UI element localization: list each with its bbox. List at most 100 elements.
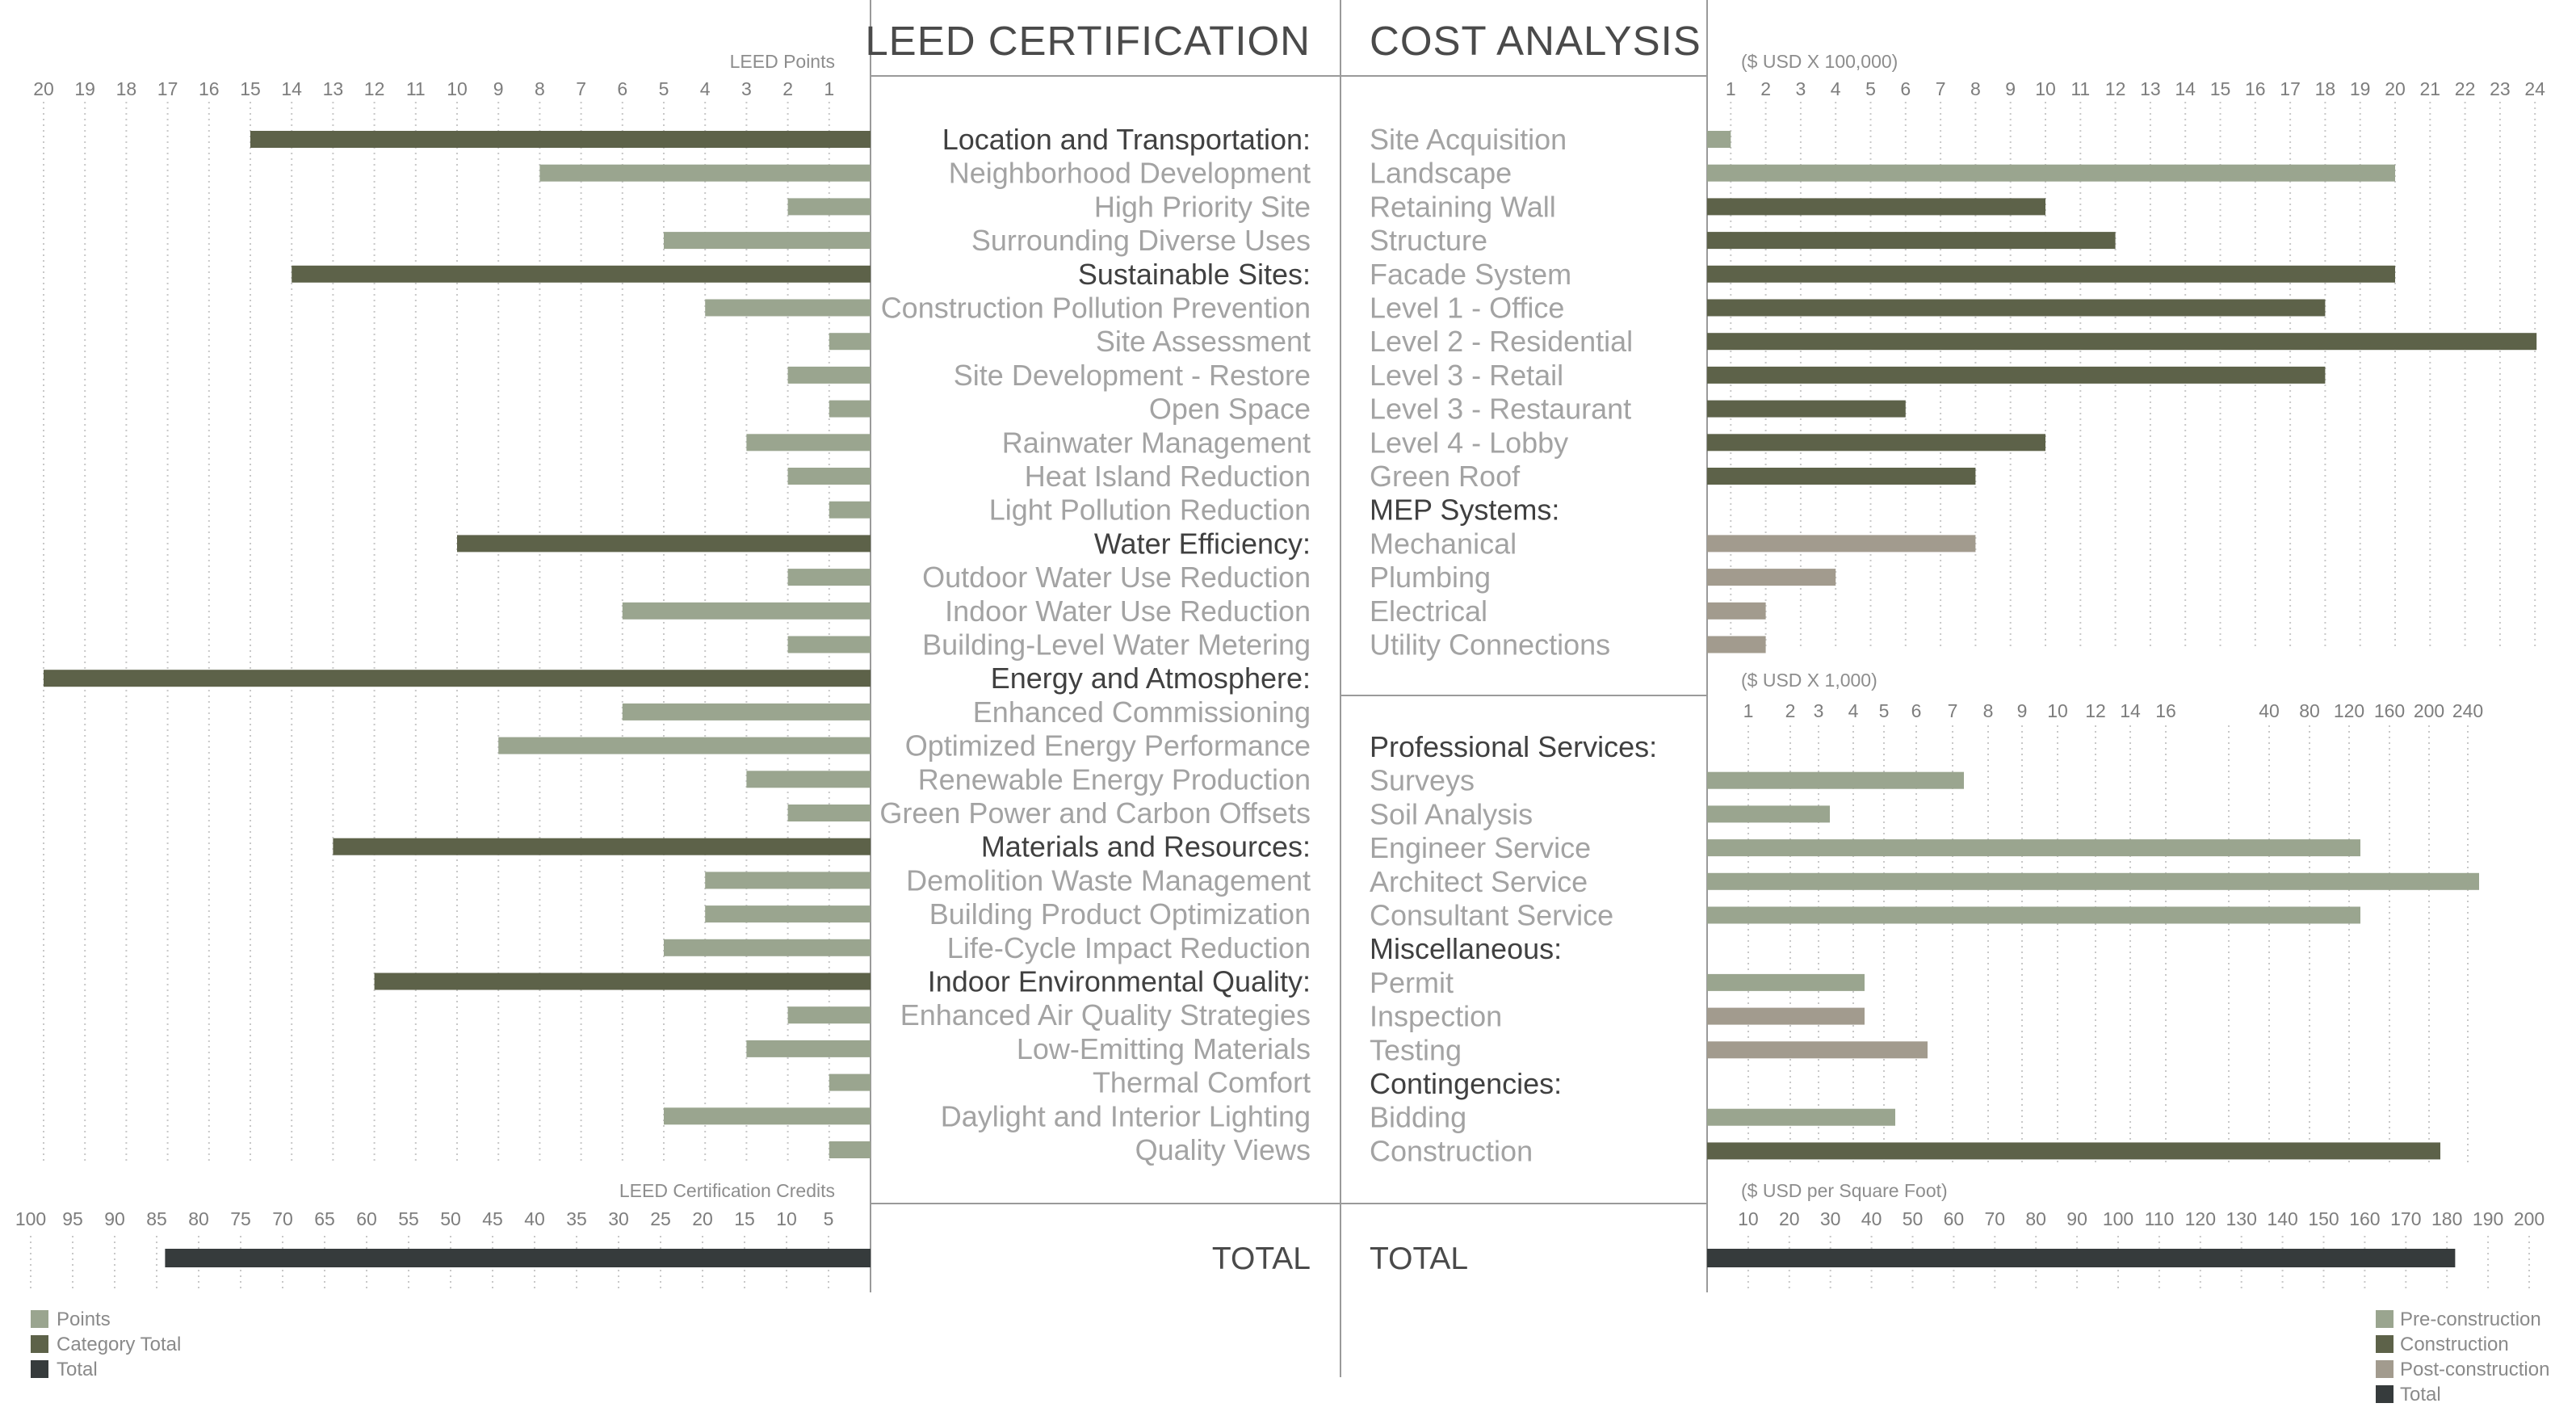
cost-total-tick-label: 130 [2226,1208,2257,1229]
cost-construction-tick-label: 20 [2385,78,2406,99]
leed-points-tick-label: 5 [659,78,669,99]
leed-points-bar [622,703,871,721]
leed-points-bar [787,805,871,821]
cost-item-label: Level 3 - Restaurant [1370,393,1631,426]
cost-total-tick-label: 80 [2025,1208,2046,1229]
leed-category-label: Low-Emitting Materials [1017,1032,1311,1065]
leed-points-bar [457,535,871,552]
cost-services-bar [1707,1041,1928,1059]
cost-item-label: Structure [1370,224,1487,257]
cost-construction-tick-label: 17 [2280,78,2301,99]
legend-swatch [31,1310,48,1328]
leed-category-label: Neighborhood Development [949,157,1311,190]
leed-credits-tick-label: 80 [188,1208,209,1229]
cost-construction-tick-label: 19 [2350,78,2371,99]
cost-header: COST ANALYSIS [1370,18,1701,64]
leed-points-bar [705,872,871,889]
cost-total-tick-label: 120 [2185,1208,2216,1229]
leed-points-tick-label: 3 [741,78,752,99]
cost-item-label: Green Roof [1370,460,1521,493]
cost-services-tick-label: 40 [2259,700,2280,721]
cost-item-label: Surveys [1370,764,1475,797]
leed-points-tick-label: 13 [323,78,344,99]
leed-category-label: Quality Views [1135,1133,1311,1166]
cost-services-bar [1707,1108,1895,1126]
leed-category-label: Optimized Energy Performance [905,729,1311,763]
leed-credits-tick-label: 95 [62,1208,83,1229]
cost-item-label: Architect Service [1370,865,1588,898]
cost-total-tick-label: 190 [2473,1208,2503,1229]
leed-points-tick-label: 14 [281,78,302,99]
leed-category-label: Daylight and Interior Lighting [941,1099,1311,1132]
cost-total-tick-label: 170 [2390,1208,2421,1229]
cost-services-tick-label: 240 [2452,700,2483,721]
leed-points-bar [829,501,871,519]
cost-services-tick-label: 4 [1848,700,1859,721]
cost-services-tick-label: 1 [1743,700,1754,721]
leed-category-label: Outdoor Water Use Reduction [922,561,1311,594]
leed-category-label: Demolition Waste Management [906,863,1311,897]
cost-item-label: Consultant Service [1370,899,1613,932]
leed-points-bar [250,131,871,148]
cost-total-tick-label: 10 [1738,1208,1759,1229]
cost-item-label: Level 1 - Office [1370,292,1564,325]
legend-label: Pre-construction [2400,1309,2541,1330]
cost-services-tick-label: 80 [2299,700,2320,721]
cost-construction-bar [1707,400,1906,418]
cost-construction-tick-label: 3 [1796,78,1806,99]
leed-category-label: High Priority Site [1094,190,1311,223]
leed-credits-tick-label: 100 [15,1208,46,1229]
cost-construction-tick-label: 6 [1900,78,1911,99]
leed-category-label: Building-Level Water Metering [922,628,1311,662]
cost-total-tick-label: 180 [2431,1208,2462,1229]
cost-item-label: Plumbing [1370,561,1491,594]
leed-points-tick-label: 7 [576,78,586,99]
leed-credits-tick-label: 30 [608,1208,629,1229]
cost-services-bar [1707,973,1865,991]
cost-item-label: Contingencies: [1370,1067,1562,1100]
cost-services-tick-label: 14 [2120,700,2141,721]
leed-points-bar [705,905,871,923]
cost-construction-bar [1707,569,1836,586]
leed-points-bar [829,1141,871,1158]
leed-credits-tick-label: 75 [230,1208,251,1229]
cost-item-label: Electrical [1370,594,1487,628]
cost-construction-tick-label: 22 [2455,78,2476,99]
cost-construction-bar [1707,366,2326,384]
leed-category-label: Indoor Water Use Reduction [945,594,1311,628]
cost-construction-bar [1707,198,2045,216]
cost-item-label: Bidding [1370,1101,1466,1134]
cost-construction-tick-label: 7 [1936,78,1946,99]
legend-layer: Points Category Total Total Pre-constructio… [31,1309,2549,1405]
leed-points-tick-label: 18 [116,78,137,99]
legend-swatch [31,1335,48,1353]
cost-services-bar [1707,1142,2440,1160]
cost-total-tick-label: 150 [2308,1208,2339,1229]
leed-category-label: Enhanced Air Quality Strategies [900,998,1311,1031]
leed-points-tick-label: 4 [700,78,711,99]
cost-item-label: Mechanical [1370,527,1517,560]
leed-points-tick-label: 9 [493,78,504,99]
cost-total-tick-label: 40 [1861,1208,1882,1229]
cost-construction-bar [1707,333,2537,351]
cost-construction-tick-label: 1 [1726,78,1736,99]
leed-points-bar [787,636,871,653]
leed-points-bar [787,366,871,384]
leed-category-label: Rainwater Management [1002,426,1311,459]
legend-label: Post-construction [2400,1359,2549,1380]
leed-category-label: Open Space [1149,393,1311,426]
legend-swatch [2376,1310,2393,1328]
leed-points-bar [746,1040,871,1057]
cost-total-label: TOTAL [1370,1241,1468,1276]
leed-points-tick-label: 11 [406,78,426,99]
leed-category-label: Energy and Atmosphere: [991,662,1311,695]
cost-services-tick-label: 16 [2155,700,2176,721]
leed-total-bar [165,1249,871,1267]
cost-item-label: Miscellaneous: [1370,932,1562,965]
cost-item-label: Level 2 - Residential [1370,325,1633,358]
cost-construction-tick-label: 2 [1760,78,1771,99]
legend-label: Total [2400,1384,2441,1405]
cost-item-label: Level 4 - Lobby [1370,426,1568,459]
leed-credits-tick-label: 10 [776,1208,797,1229]
